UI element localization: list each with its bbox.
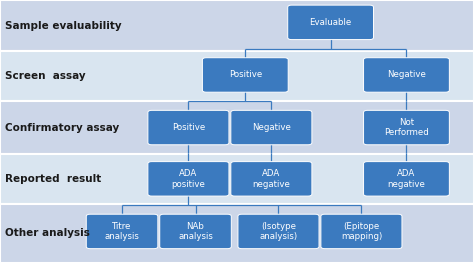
Text: NAb
analysis: NAb analysis xyxy=(178,222,213,241)
FancyBboxPatch shape xyxy=(148,110,229,145)
Text: Positive: Positive xyxy=(172,123,205,132)
FancyBboxPatch shape xyxy=(0,101,474,154)
Text: Titre
analysis: Titre analysis xyxy=(105,222,139,241)
Text: Sample evaluability: Sample evaluability xyxy=(5,21,121,31)
FancyBboxPatch shape xyxy=(202,58,288,92)
FancyBboxPatch shape xyxy=(288,5,374,40)
Text: Negative: Negative xyxy=(387,70,426,79)
FancyBboxPatch shape xyxy=(148,161,229,196)
Text: Confirmatory assay: Confirmatory assay xyxy=(5,123,119,133)
Text: Negative: Negative xyxy=(252,123,291,132)
FancyBboxPatch shape xyxy=(0,154,474,204)
FancyBboxPatch shape xyxy=(231,110,312,145)
Text: Reported  result: Reported result xyxy=(5,174,101,184)
Text: ADA
negative: ADA negative xyxy=(388,169,425,189)
FancyBboxPatch shape xyxy=(160,214,231,249)
Text: (Isotype
analysis): (Isotype analysis) xyxy=(259,222,298,241)
FancyBboxPatch shape xyxy=(86,214,158,249)
FancyBboxPatch shape xyxy=(321,214,402,249)
FancyBboxPatch shape xyxy=(0,0,474,51)
Text: Screen  assay: Screen assay xyxy=(5,71,85,81)
Text: Other analysis: Other analysis xyxy=(5,228,90,239)
Text: Positive: Positive xyxy=(228,70,262,79)
Text: Not
Performed: Not Performed xyxy=(384,118,429,137)
FancyBboxPatch shape xyxy=(231,161,312,196)
FancyBboxPatch shape xyxy=(364,110,449,145)
FancyBboxPatch shape xyxy=(364,58,449,92)
Text: (Epitope
mapping): (Epitope mapping) xyxy=(341,222,382,241)
FancyBboxPatch shape xyxy=(0,204,474,263)
FancyBboxPatch shape xyxy=(238,214,319,249)
Text: ADA
positive: ADA positive xyxy=(172,169,205,189)
Text: ADA
negative: ADA negative xyxy=(253,169,290,189)
Text: Evaluable: Evaluable xyxy=(310,18,352,27)
FancyBboxPatch shape xyxy=(0,51,474,101)
FancyBboxPatch shape xyxy=(364,161,449,196)
